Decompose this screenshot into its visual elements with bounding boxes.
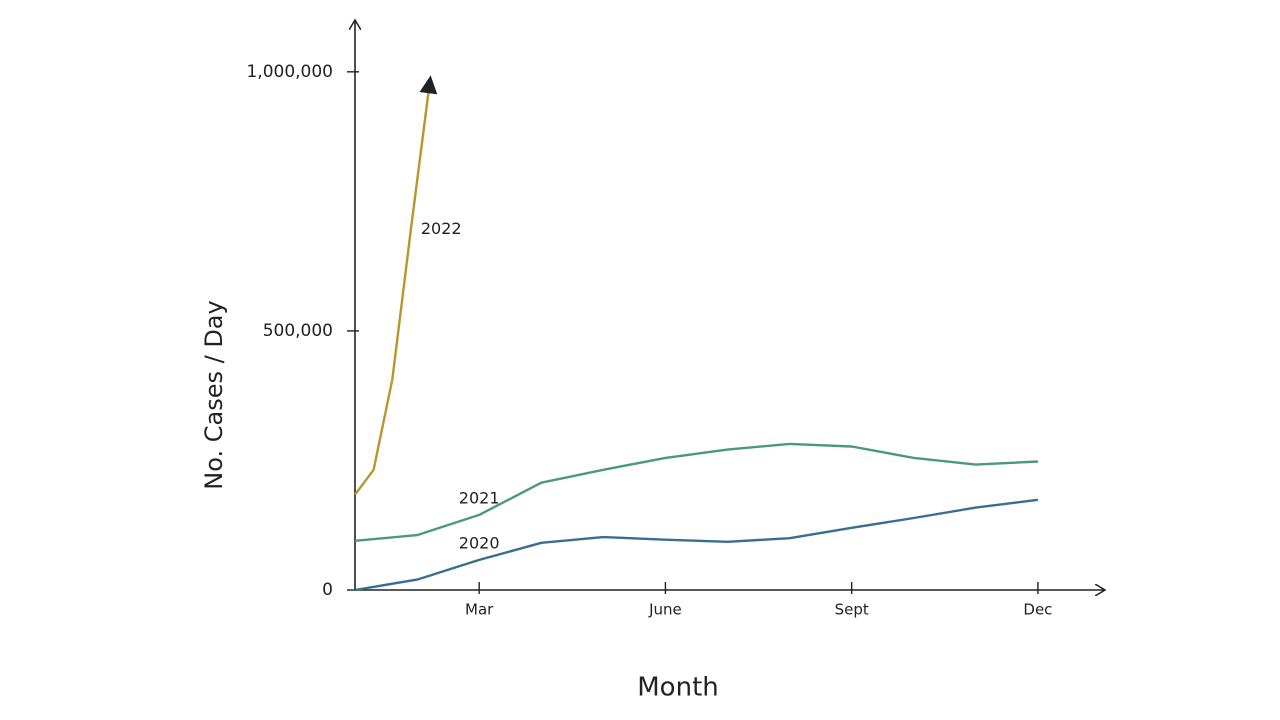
x-tick-label: Sept — [835, 601, 869, 619]
y-tick-label: 500,000 — [263, 321, 333, 341]
y-tick-label: 1,000,000 — [246, 62, 333, 82]
x-tick-label: Dec — [1023, 601, 1052, 619]
y-tick-label: 0 — [322, 580, 333, 600]
x-axis-title: Month — [637, 673, 719, 703]
x-tick-label: Mar — [465, 601, 494, 619]
series-line — [354, 75, 438, 496]
series-label: 2022 — [421, 219, 462, 238]
series-line — [354, 442, 1038, 542]
y-axis-title: No. Cases / Day — [200, 300, 228, 489]
x-tick-label: June — [648, 601, 682, 619]
series-line — [354, 498, 1039, 592]
series-label: 2021 — [459, 488, 500, 507]
series-label: 2020 — [459, 533, 500, 552]
